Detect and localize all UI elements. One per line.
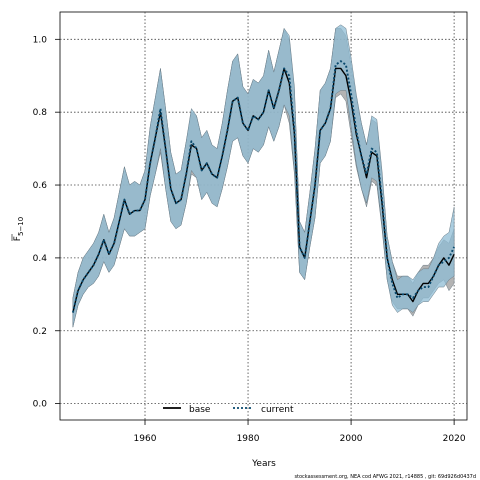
y-axis-label-main: F: [13, 236, 23, 241]
y-tick-label: 0.8: [33, 108, 48, 118]
legend-base-label: base: [189, 405, 211, 415]
credit-text: stockassessment.org, NEA cod AFWG 2021, …: [294, 474, 476, 480]
legend-current-label: current: [261, 405, 294, 415]
x-tick-label: 2020: [443, 434, 466, 444]
plot-area: 1960 1980 2000 2020 0.0 0.2 0.4 0.6 0.8 1.0: [33, 11, 468, 444]
y-tick-label: 0.4: [33, 254, 48, 264]
y-tick-label: 1.0: [33, 35, 48, 45]
plot-frame: [59, 11, 468, 421]
y-axis-ticks: 0.0 0.2 0.4 0.6 0.8 1.0: [33, 35, 60, 410]
y-tick-label: 0.0: [33, 400, 48, 410]
y-axis-label: F5−10: [11, 217, 25, 241]
y-axis-label-sub: 5−10: [17, 217, 25, 236]
x-tick-label: 1980: [237, 434, 260, 444]
series-line-base: [72, 67, 455, 313]
x-tick-label: 1960: [134, 434, 157, 444]
x-axis-ticks: 1960 1980 2000 2020: [134, 420, 466, 444]
svg-text:F5−10: F5−10: [13, 217, 25, 241]
confidence-band-current: [72, 24, 455, 328]
legend: base current: [163, 405, 294, 415]
y-tick-label: 0.2: [33, 327, 47, 337]
x-tick-label: 2000: [340, 434, 363, 444]
y-tick-label: 0.6: [33, 181, 48, 191]
x-axis-label: Years: [251, 459, 276, 469]
confidence-bands: [72, 24, 455, 328]
series-lines: [71, 60, 455, 313]
